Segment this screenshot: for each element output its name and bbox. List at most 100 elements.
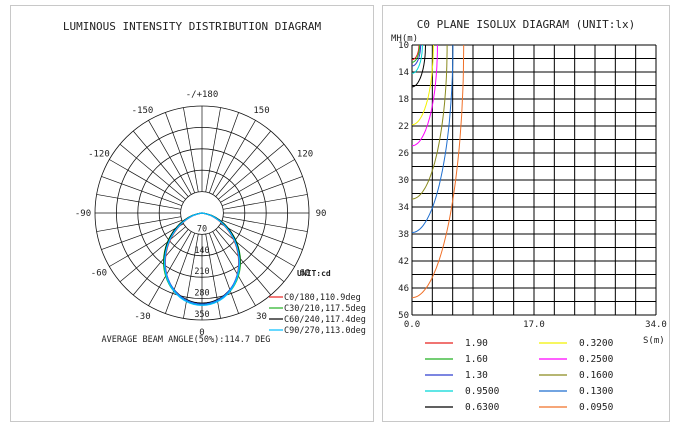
angle-label: -120	[88, 150, 110, 160]
x-tick-label: 0.0	[404, 320, 420, 330]
polar-spoke	[221, 219, 303, 250]
y-tick-label: 46	[398, 284, 409, 294]
x-axis-title: S(m)	[643, 336, 665, 346]
angle-label: -90	[75, 209, 91, 219]
isolux-legend-label: 0.6300	[465, 402, 500, 413]
polar-spoke	[223, 216, 308, 232]
isolux-legend-label: 0.1600	[579, 370, 614, 381]
legend-entry: C90/270,113.0deg	[284, 326, 366, 336]
polar-spoke	[96, 194, 181, 210]
y-tick-label: 26	[398, 149, 409, 159]
polar-spoke	[132, 130, 189, 197]
radial-label: 280	[194, 289, 209, 299]
isolux-legend-label: 0.1300	[579, 386, 614, 397]
y-tick-label: 18	[398, 95, 409, 105]
polar-spoke	[212, 120, 256, 195]
polar-spoke	[218, 143, 285, 200]
isolux-curve	[412, 45, 454, 234]
angle-label: -30	[134, 312, 150, 322]
radial-label: 70	[197, 224, 207, 234]
intensity-curve	[163, 212, 241, 304]
polar-spoke	[215, 130, 272, 197]
polar-spoke	[109, 223, 184, 267]
luminous-intensity-panel: LUMINOUS INTENSITY DISTRIBUTION DIAGRAM …	[10, 5, 374, 422]
angle-label: 60	[300, 269, 311, 279]
legend-entry: C30/210,117.5deg	[284, 304, 366, 314]
y-tick-label: 14	[398, 68, 409, 78]
isolux-curve	[412, 45, 421, 63]
isolux-legend-label: 1.30	[465, 370, 488, 381]
y-tick-label: 42	[398, 257, 409, 267]
legend-entry: C60/240,117.4deg	[284, 315, 366, 325]
angle-label: 0	[199, 328, 204, 338]
isolux-panel: C0 PLANE ISOLUX DIAGRAM (UNIT:lx) MH(m) S…	[382, 5, 670, 422]
polar-spoke	[220, 159, 295, 203]
angle-label: 30	[256, 312, 267, 322]
isolux-legend-label: 0.0950	[579, 402, 614, 413]
polar-spoke	[119, 226, 186, 283]
isolux-curve	[412, 45, 420, 61]
isolux-curve	[412, 45, 426, 88]
beam-angle-text: AVERAGE BEAM ANGLE(50%):114.7 DEG	[102, 335, 271, 345]
polar-diagram: -/+180 -150 150 -120 120 -90 90 -60 60 -30 30 0 70 14…	[75, 90, 366, 345]
angle-label: 90	[316, 209, 327, 219]
polar-spoke	[205, 234, 221, 319]
isolux-curve	[412, 45, 423, 74]
polar-spoke	[148, 231, 192, 306]
polar-spoke	[205, 107, 221, 192]
polar-spoke	[165, 232, 196, 314]
isolux-legend-label: 1.90	[465, 338, 488, 349]
unit-label: UNIT:cd	[297, 269, 331, 278]
angle-label: -/+180	[186, 90, 219, 100]
polar-spoke	[101, 176, 183, 207]
isolux-curve	[412, 45, 438, 147]
y-tick-label: 30	[398, 176, 409, 186]
polar-spoke	[208, 232, 239, 314]
angle-label: -60	[91, 269, 107, 279]
y-tick-label: 22	[398, 122, 409, 132]
isolux-diagram: MH(m) S(m) 10 14 18 22 26 30 34 38 42 46 500.0 17.0 34…	[391, 34, 667, 413]
polar-spoke	[208, 112, 239, 194]
x-tick-label: 17.0	[523, 320, 545, 330]
isolux-curve	[412, 45, 465, 299]
isolux-legend-label: 1.60	[465, 354, 488, 365]
polar-spoke	[212, 231, 256, 306]
radial-label: 350	[194, 310, 209, 320]
isolux-curve	[412, 45, 422, 67]
polar-spoke	[183, 234, 199, 319]
polar-spoke	[119, 143, 186, 200]
angle-label: 120	[297, 150, 313, 160]
isolux-diagram-title: C0 PLANE ISOLUX DIAGRAM (UNIT:lx)	[416, 18, 636, 31]
polar-spoke	[109, 159, 184, 203]
y-tick-label: 50	[398, 311, 409, 321]
polar-spoke	[96, 216, 181, 232]
polar-spoke	[101, 219, 183, 250]
x-tick-label: 34.0	[645, 320, 667, 330]
polar-spoke	[223, 194, 308, 210]
isolux-legend-label: 0.9500	[465, 386, 500, 397]
polar-spoke	[215, 229, 272, 296]
angle-label: 150	[253, 106, 269, 116]
polar-spoke	[218, 226, 285, 283]
polar-spoke	[132, 229, 189, 296]
isolux-legend-label: 0.2500	[579, 354, 614, 365]
isolux-curves	[412, 45, 465, 299]
polar-spoke	[221, 176, 303, 207]
isolux-curve	[412, 45, 448, 200]
y-tick-label: 10	[398, 41, 409, 51]
intensity-curve	[163, 212, 241, 306]
polar-spoke	[183, 107, 199, 192]
polar-spoke	[148, 120, 192, 195]
polar-spoke	[165, 112, 196, 194]
radial-label: 210	[194, 267, 209, 277]
y-tick-label: 38	[398, 230, 409, 240]
y-axis-title: MH(m)	[391, 34, 418, 44]
y-tick-label: 34	[398, 203, 409, 213]
isolux-curve	[412, 45, 434, 126]
legend-entry: C0/180,110.9deg	[284, 293, 361, 303]
polar-spoke	[220, 223, 295, 267]
polar-diagram-title: LUMINOUS INTENSITY DISTRIBUTION DIAGRAM	[62, 20, 322, 33]
radial-label: 140	[194, 246, 209, 256]
angle-label: -150	[132, 106, 154, 116]
isolux-legend-label: 0.3200	[579, 338, 614, 349]
